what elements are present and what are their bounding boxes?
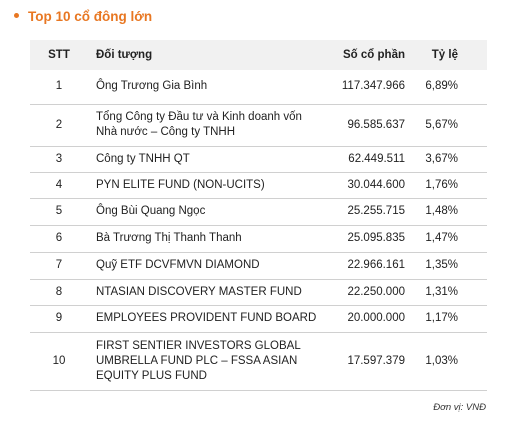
table-row: 2 Tổng Công ty Đầu tư và Kinh doanh vốn N… (30, 104, 487, 147)
table-cell: 22.250.000 (325, 279, 407, 306)
table-body: 1 Ông Trương Gia Bình 117.347.966 6,89% 2 Tổn… (30, 70, 487, 391)
table-row: 1 Ông Trương Gia Bình 117.347.966 6,89% (30, 70, 487, 105)
table-cell: 10 (30, 332, 88, 391)
table-row: 7 Quỹ ETF DCVFMVN DIAMOND 22.966.161 1,35% (30, 252, 487, 280)
table-cell: 3 (30, 146, 88, 173)
table-cell: 1,17% (407, 305, 487, 333)
table-cell: Công ty TNHH QT (88, 146, 325, 173)
table-cell: 25.095.835 (325, 225, 407, 253)
table-cell: 25.255.715 (325, 198, 407, 226)
table-cell: 1 (30, 70, 88, 105)
table-cell: 1,48% (407, 198, 487, 226)
table-row: 6 Bà Trương Thị Thanh Thanh 25.095.835 1,47… (30, 225, 487, 253)
table-cell: 117.347.966 (325, 70, 407, 105)
table-cell: Bà Trương Thị Thanh Thanh (88, 225, 325, 253)
table-cell: PYN ELITE FUND (NON-UCITS) (88, 172, 325, 199)
table-row: 4 PYN ELITE FUND (NON-UCITS) 30.044.600 1,7… (30, 172, 487, 199)
table-cell: NTASIAN DISCOVERY MASTER FUND (88, 279, 325, 306)
table-cell: Ông Bùi Quang Ngọc (88, 198, 325, 226)
table-cell: FIRST SENTIER INVESTORS GLOBAL UMBRELLA … (88, 332, 325, 391)
table-cell: 5 (30, 198, 88, 226)
table-cell: 1,47% (407, 225, 487, 253)
table-cell: 9 (30, 305, 88, 333)
title-text: Top 10 cổ đông lớn (28, 9, 153, 24)
shareholder-table: STT Đối tượng Số cổ phần Tỷ lệ 1 Ông Trương … (30, 40, 487, 391)
table-cell: 6 (30, 225, 88, 253)
table-cell: 2 (30, 104, 88, 147)
table-cell: 1,03% (407, 332, 487, 391)
table-cell: 6,89% (407, 70, 487, 105)
table-cell: 30.044.600 (325, 172, 407, 199)
header-cell: STT (30, 40, 88, 70)
header-row: STT Đối tượng Số cổ phần Tỷ lệ (30, 40, 487, 70)
table-cell: 17.597.379 (325, 332, 407, 391)
table-cell: 4 (30, 172, 88, 199)
table-cell: 7 (30, 252, 88, 280)
header-cell: Tỷ lệ (407, 40, 487, 70)
table-cell: 1,31% (407, 279, 487, 306)
table-cell: Quỹ ETF DCVFMVN DIAMOND (88, 252, 325, 280)
table-row: 5 Ông Bùi Quang Ngọc 25.255.715 1,48% (30, 198, 487, 226)
table-cell: 62.449.511 (325, 146, 407, 173)
table-cell: 96.585.637 (325, 104, 407, 147)
table-cell: 22.966.161 (325, 252, 407, 280)
table-cell: 5,67% (407, 104, 487, 147)
table-cell: EMPLOYEES PROVIDENT FUND BOARD (88, 305, 325, 333)
table-cell: Tổng Công ty Đầu tư và Kinh doanh vốn Nh… (88, 104, 325, 147)
header-cell: Số cổ phần (325, 40, 407, 70)
section-title: Top 10 cổ đông lớn (14, 9, 152, 24)
table-row: 3 Công ty TNHH QT 62.449.511 3,67% (30, 146, 487, 173)
table-row: 8 NTASIAN DISCOVERY MASTER FUND 22.250.000… (30, 279, 487, 306)
table-cell: 8 (30, 279, 88, 306)
table-cell: 1,76% (407, 172, 487, 199)
table-row: 10 FIRST SENTIER INVESTORS GLOBAL UMBRELL… (30, 332, 487, 391)
table-cell: 1,35% (407, 252, 487, 280)
bullet (14, 12, 19, 18)
header-cell: Đối tượng (88, 40, 325, 70)
unit-note: Đơn vị: VNĐ (433, 402, 486, 413)
table-cell: Ông Trương Gia Bình (88, 70, 325, 105)
table-cell: 20.000.000 (325, 305, 407, 333)
table-row: 9 EMPLOYEES PROVIDENT FUND BOARD 20.000.00… (30, 305, 487, 333)
table-cell: 3,67% (407, 146, 487, 173)
